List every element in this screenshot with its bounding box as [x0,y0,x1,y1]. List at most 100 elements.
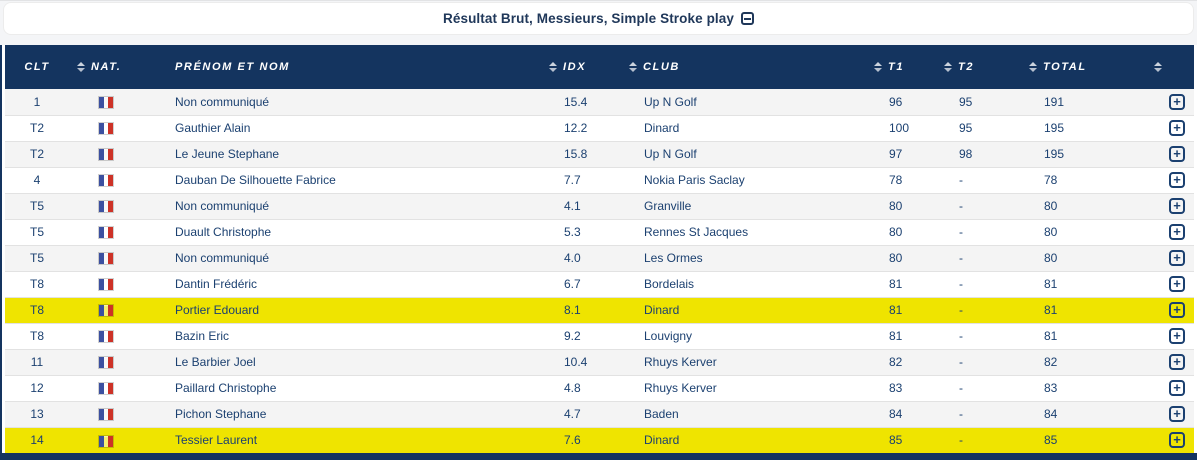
t2-score-cell: - [936,166,1021,193]
table-header: CLT NAT. PRÉNOM ET NOM IDX [5,45,1194,89]
expand-row-icon[interactable] [1169,432,1185,449]
nationality-cell [69,400,159,427]
column-header-nat[interactable]: NAT. [69,45,159,89]
t1-score-cell: 100 [866,114,936,141]
table-row: T8 Dantin Frédéric 6.7 Bordelais 81 - 81 [5,270,1194,297]
france-flag-icon [98,434,114,448]
nationality-cell [69,426,159,453]
t1-score-cell: 85 [866,426,936,453]
player-name-cell: Non communiqué [159,244,541,271]
france-flag-icon [98,304,114,318]
collapse-section-icon[interactable] [741,12,754,25]
table-row: T5 Duault Christophe 5.3 Rennes St Jacqu… [5,218,1194,245]
nationality-cell [69,166,159,193]
expand-row-icon[interactable] [1169,406,1185,422]
t2-score-cell: - [936,270,1021,297]
expand-cell [1121,296,1194,323]
column-header-club[interactable]: CLUB [621,45,866,89]
index-cell: 12.2 [541,114,621,141]
table-row: T2 Le Jeune Stephane 15.8 Up N Golf 97 9… [5,140,1194,167]
column-header-t2[interactable]: T2 [936,45,1021,89]
player-name-cell: Dauban De Silhouette Fabrice [159,166,541,193]
table-row: 12 Paillard Christophe 4.8 Rhuys Kerver … [5,374,1194,401]
total-score-cell: 85 [1021,426,1121,453]
column-header-idx[interactable]: IDX [541,45,621,89]
t1-score-cell: 96 [889,94,903,109]
title-strip: Résultat Brut, Messieurs, Simple Stroke … [0,0,1197,45]
expand-cell [1121,140,1194,167]
column-header-total[interactable]: TOTAL [1021,45,1121,89]
expand-row-icon[interactable] [1169,354,1185,370]
rank-cell: T5 [5,218,69,245]
table-row: T2 Gauthier Alain 12.2 Dinard 100 95 195 [5,114,1194,141]
column-header-expand[interactable] [1121,45,1194,89]
player-name-cell: Le Barbier Joel [159,348,541,375]
expand-row-icon[interactable] [1169,146,1185,162]
index-cell: 5.3 [541,218,621,245]
france-flag-icon [98,356,114,370]
france-flag-icon [98,96,114,110]
expand-row-icon[interactable] [1169,250,1185,266]
t2-score-cell: - [936,244,1021,271]
club-cell: Dinard [621,426,866,453]
t1-score-cell: 81 [866,322,936,349]
sort-icon [549,62,557,72]
rank-cell: 14 [5,426,69,453]
index-cell: 7.7 [541,166,621,193]
france-flag-icon [98,330,114,344]
sort-icon [874,62,882,72]
expand-cell [1121,400,1194,427]
rank-cell: 12 [5,374,69,401]
table-row: T5 Non communiqué 4.1 Granville 80 - 80 [5,192,1194,219]
table-row: T8 Portier Edouard 8.1 Dinard 81 - 81 [5,296,1194,323]
index-cell: 9.2 [541,322,621,349]
expand-row-icon[interactable] [1169,302,1185,318]
index-cell: 15.4 [564,94,588,109]
column-header-t1[interactable]: T1 [866,45,936,89]
france-flag-icon [98,382,114,396]
expand-row-icon[interactable] [1169,120,1185,136]
expand-cell [1121,89,1194,115]
club-cell: Dinard [621,296,866,323]
table-row: T8 Bazin Eric 9.2 Louvigny 81 - 81 [5,322,1194,349]
total-score-cell: 81 [1021,270,1121,297]
t2-score-cell: - [936,296,1021,323]
expand-cell [1121,374,1194,401]
index-cell: 7.6 [541,426,621,453]
nationality-cell [69,296,159,323]
total-score-cell: 80 [1021,218,1121,245]
total-score-cell: 81 [1021,322,1121,349]
rank-cell: 4 [5,166,69,193]
t1-score-cell: 84 [866,400,936,427]
france-flag-icon [98,226,114,240]
table-row: 1 Non communiqué 15.4 Up N Golf 96 95 19… [5,89,1194,115]
france-flag-icon [98,122,114,136]
player-name-cell: Duault Christophe [159,218,541,245]
t1-score-cell: 78 [866,166,936,193]
table-row: T5 Non communiqué 4.0 Les Ormes 80 - 80 [5,244,1194,271]
t1-score-cell: 80 [866,244,936,271]
nationality-cell [69,374,159,401]
expand-row-icon[interactable] [1169,380,1185,396]
rank-cell: T2 [5,114,69,141]
player-name-cell: Le Jeune Stephane [159,140,541,167]
rank-cell: T2 [5,140,69,167]
page-title: Résultat Brut, Messieurs, Simple Stroke … [443,11,734,26]
expand-row-icon[interactable] [1169,93,1185,110]
expand-cell [1121,348,1194,375]
club-cell: Rhuys Kerver [621,348,866,375]
index-cell: 4.0 [541,244,621,271]
expand-row-icon[interactable] [1169,198,1185,214]
total-score-cell: 80 [1021,192,1121,219]
expand-row-icon[interactable] [1169,224,1185,240]
club-cell: Nokia Paris Saclay [621,166,866,193]
expand-row-icon[interactable] [1169,172,1185,188]
france-flag-icon [98,408,114,422]
expand-row-icon[interactable] [1169,328,1185,344]
france-flag-icon [98,200,114,214]
total-score-cell: 82 [1021,348,1121,375]
rank-cell: T8 [5,322,69,349]
france-flag-icon [98,278,114,292]
index-cell: 10.4 [541,348,621,375]
expand-row-icon[interactable] [1169,276,1185,292]
